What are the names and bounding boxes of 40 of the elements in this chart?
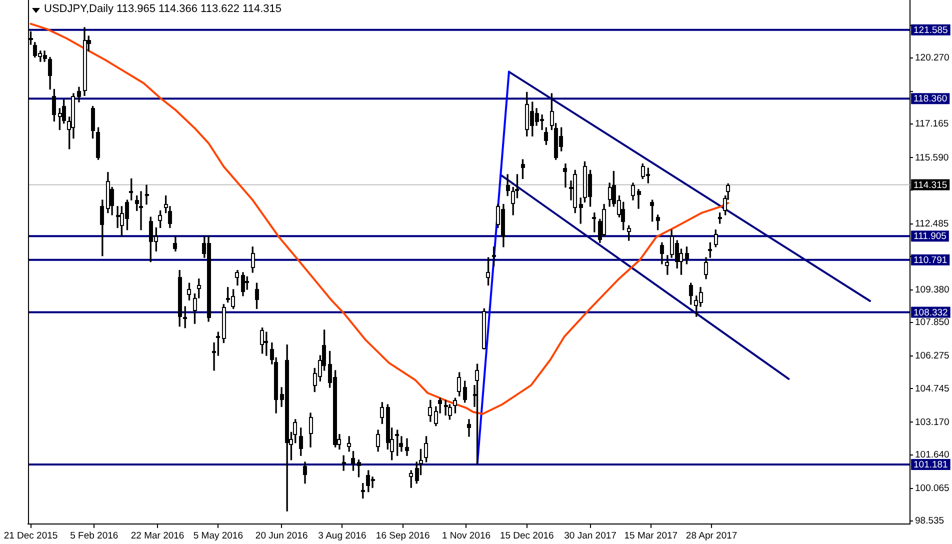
y-tick-label: 117.165 [915,118,949,130]
x-tick-label: 5 May 2016 [193,530,244,542]
ref-line-label: 110.791 [914,254,948,266]
ref-line-label: 101.181 [914,460,948,471]
x-tick-label: 15 Mar 2017 [624,530,678,542]
x-tick-label: 15 Dec 2016 [500,530,554,542]
y-tick-label: 101.640 [915,449,950,460]
ref-line-label: 118.360 [914,94,948,105]
ref-line-label: 108.332 [914,307,948,318]
y-tick-label: 115.590 [915,152,949,164]
y-tick-label: 120.270 [915,52,950,64]
x-tick-label: 5 Feb 2016 [70,530,118,542]
candlestick [405,438,409,456]
chart-title: USDJPY,Daily 113.965 114.366 113.622 114.315 [44,3,282,15]
x-tick-label: 28 Apr 2017 [686,530,738,542]
y-tick-label: 107.850 [915,317,950,328]
y-tick-label: 112.485 [915,218,949,230]
x-tick-label: 3 Aug 2016 [318,530,366,542]
y-tick-label: 103.170 [915,416,950,428]
ref-line-label: 114.315 [914,180,948,191]
ref-line-label: 121.585 [914,25,948,36]
x-tick-label: 21 Dec 2015 [4,530,58,542]
candlestick [467,419,471,437]
x-tick-label: 20 Jun 2016 [255,530,308,542]
candlestick [563,163,567,188]
y-tick-label: 98.535 [915,516,944,527]
y-tick-label: 106.275 [915,350,950,362]
ref-line-label: 111.905 [914,231,946,242]
y-tick-label: 100.065 [915,482,950,494]
x-tick-label: 22 Mar 2016 [130,530,184,542]
y-tick-label: 109.380 [915,284,950,296]
candlestick [139,191,143,230]
candlestick [665,255,669,275]
candlestick [145,184,149,205]
y-tick-label: 104.745 [915,383,950,394]
candlestick [637,189,641,209]
x-tick-label: 16 Sep 2016 [376,530,430,542]
candlestick [540,114,544,130]
x-tick-label: 1 Nov 2016 [442,530,491,542]
x-tick-label: 30 Jan 2017 [564,530,616,542]
